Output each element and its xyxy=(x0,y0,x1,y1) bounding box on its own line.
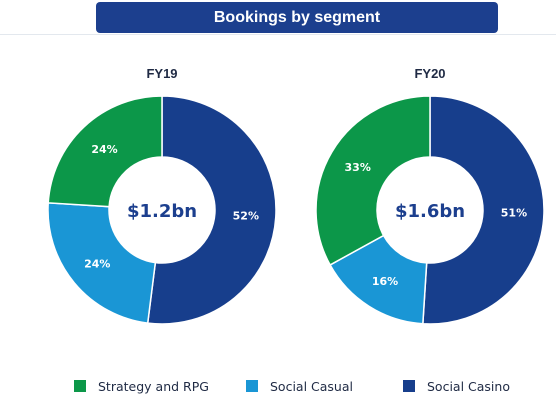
slice-label-fy20-social-casual: 16% xyxy=(372,275,398,288)
legend-item-social-casino: Social Casino xyxy=(403,378,510,394)
legend-swatch-social-casino xyxy=(403,380,415,392)
center-total-fy20: $1.6bn xyxy=(395,201,465,222)
slice-label-fy20-social-casino: 51% xyxy=(501,207,527,220)
slice-label-fy20-strategy-and-rpg: 33% xyxy=(345,161,371,174)
slice-label-fy19-strategy-and-rpg: 24% xyxy=(91,143,117,156)
legend-label-strategy-rpg: Strategy and RPG xyxy=(98,378,209,394)
legend-label-social-casual: Social Casual xyxy=(270,378,353,394)
chart-title: Bookings by segment xyxy=(96,2,498,33)
slice-fy20-strategy-and-rpg xyxy=(315,95,431,266)
center-total-fy19: $1.2bn xyxy=(127,201,197,222)
slice-fy19-social-casual xyxy=(47,202,157,324)
slice-label-fy19-social-casino: 52% xyxy=(233,209,259,222)
legend-swatch-strategy-rpg xyxy=(74,380,86,392)
header-divider xyxy=(0,34,556,35)
legend-swatch-social-casual xyxy=(246,380,258,392)
slice-fy20-social-casino xyxy=(422,95,545,325)
chart-title-fy20: FY20 xyxy=(414,66,445,81)
legend-item-strategy-rpg: Strategy and RPG xyxy=(74,378,209,394)
slice-fy19-social-casino xyxy=(146,95,277,325)
slice-fy19-strategy-and-rpg xyxy=(47,95,163,208)
slice-label-fy19-social-casual: 24% xyxy=(84,258,110,271)
legend-item-social-casual: Social Casual xyxy=(246,378,353,394)
legend-label-social-casino: Social Casino xyxy=(427,378,510,394)
chart-title-fy19: FY19 xyxy=(146,66,177,81)
